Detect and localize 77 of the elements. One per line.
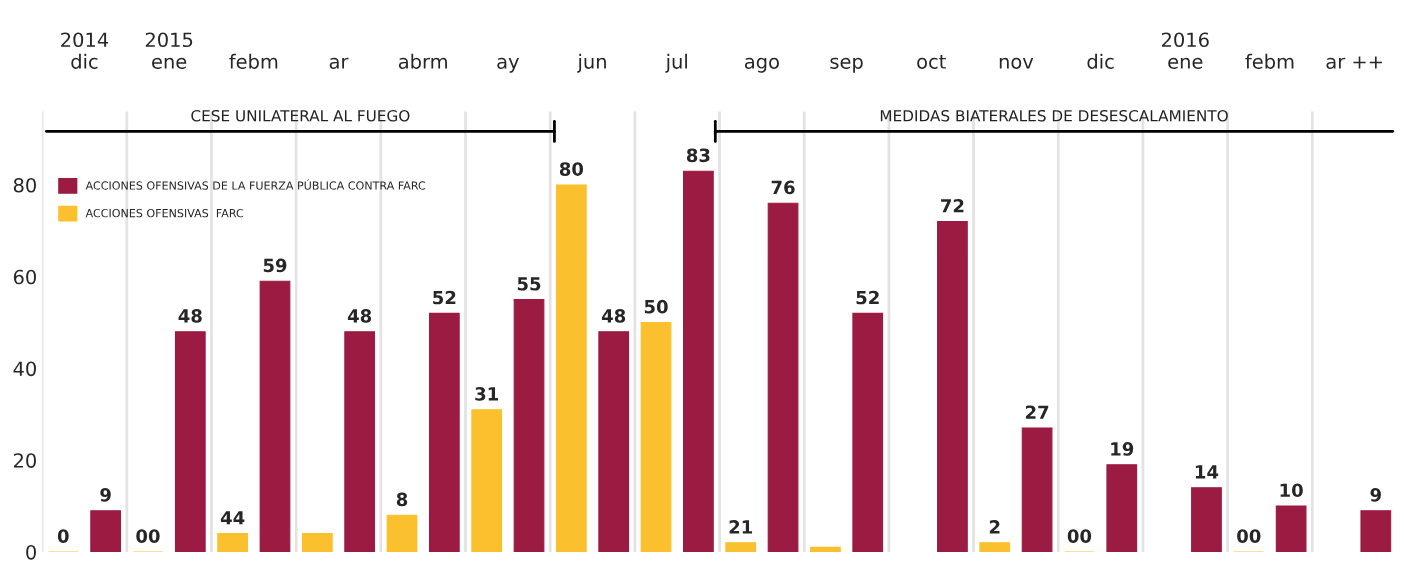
bar: [852, 312, 884, 552]
x-tick-label: ago: [744, 57, 779, 73]
bar: [259, 280, 291, 552]
data-label: 9: [1370, 487, 1381, 502]
bar: [301, 533, 333, 552]
x-tick-label: 2016 ene: [1161, 32, 1209, 69]
bar: [640, 322, 672, 552]
x-tick-label: febm: [1245, 53, 1294, 69]
x-tick-label: sep: [830, 57, 863, 73]
data-label: 10: [1280, 483, 1303, 498]
y-tick-label: 40: [13, 361, 36, 377]
data-label: 52: [856, 290, 879, 305]
data-label: 8: [396, 492, 408, 507]
data-label: 83: [686, 148, 710, 163]
data-label: 59: [263, 258, 287, 273]
bar: [90, 510, 122, 552]
data-label: 80: [559, 162, 584, 176]
x-tick-label: febm: [229, 53, 278, 69]
bar: [386, 514, 418, 552]
data-label: 00: [1237, 529, 1261, 543]
data-label: 9: [100, 487, 111, 502]
x-tick-label: 2014 dic: [61, 32, 109, 69]
annotation: 21: [729, 520, 753, 534]
data-label: 52: [433, 290, 456, 305]
bar: [979, 542, 1011, 552]
data-label: 27: [1025, 405, 1049, 419]
data-label: 50: [644, 299, 668, 314]
bar: [810, 546, 841, 552]
data-label: 48: [178, 309, 202, 323]
data-label: 00: [136, 529, 160, 543]
data-label: 0: [57, 529, 69, 543]
data-label: 2: [989, 520, 1000, 534]
annotation: 44: [220, 511, 245, 525]
bar: [471, 409, 503, 552]
bar: [1106, 464, 1138, 552]
bar: [513, 299, 545, 552]
x-tick-label: nov: [999, 57, 1034, 69]
data-label: 48: [347, 309, 372, 323]
data-label: 31: [475, 387, 499, 401]
data-label: 00: [1067, 529, 1092, 543]
bar: [174, 331, 206, 552]
data-label: 72: [941, 198, 964, 213]
y-tick-label: 60: [13, 269, 36, 285]
data-label: 55: [517, 277, 541, 291]
annotation: MEDIDAS BIATERALES DE DESESCALAMIENTO: [880, 109, 1228, 122]
x-tick-label: 2015 ene: [145, 32, 193, 69]
bar: [217, 533, 249, 552]
x-tick-label: ay: [497, 57, 519, 73]
bar: [1191, 487, 1222, 552]
legend-label: ACCIONES OFENSIVAS DE LA FUERZA PÚBLICA CONTRA FARC: [85, 179, 426, 190]
data-label: 48: [601, 309, 626, 323]
bar: [937, 221, 968, 552]
bar: [598, 331, 630, 552]
x-tick-label: ar: [329, 57, 349, 69]
y-tick-label: 80: [13, 177, 36, 193]
x-tick-label: oct: [917, 54, 946, 69]
bar: [767, 202, 799, 552]
y-tick-label: 0: [26, 544, 36, 560]
data-label: 76: [771, 180, 795, 195]
bar: [1360, 510, 1392, 552]
x-tick-label: jun: [577, 53, 606, 73]
bar: [555, 184, 587, 552]
data-label: 14: [1195, 465, 1219, 479]
bar: [725, 542, 757, 552]
bar: [1275, 505, 1307, 552]
x-tick-label: abrm: [398, 53, 447, 69]
legend-label: ACCIONES OFENSIVAS FARC: [85, 208, 244, 218]
bar: [428, 312, 460, 552]
x-tick-label: jul: [665, 53, 687, 73]
x-tick-label: dic: [1087, 53, 1114, 69]
y-tick-label: 20: [13, 453, 36, 468]
bar: [344, 331, 376, 552]
annotation: CESE UNILATERAL AL FUEGO: [191, 109, 410, 122]
data-label: 19: [1111, 442, 1134, 456]
bar: [1021, 427, 1053, 552]
bar: [683, 170, 714, 552]
x-tick-label: ar ++: [1326, 56, 1382, 69]
